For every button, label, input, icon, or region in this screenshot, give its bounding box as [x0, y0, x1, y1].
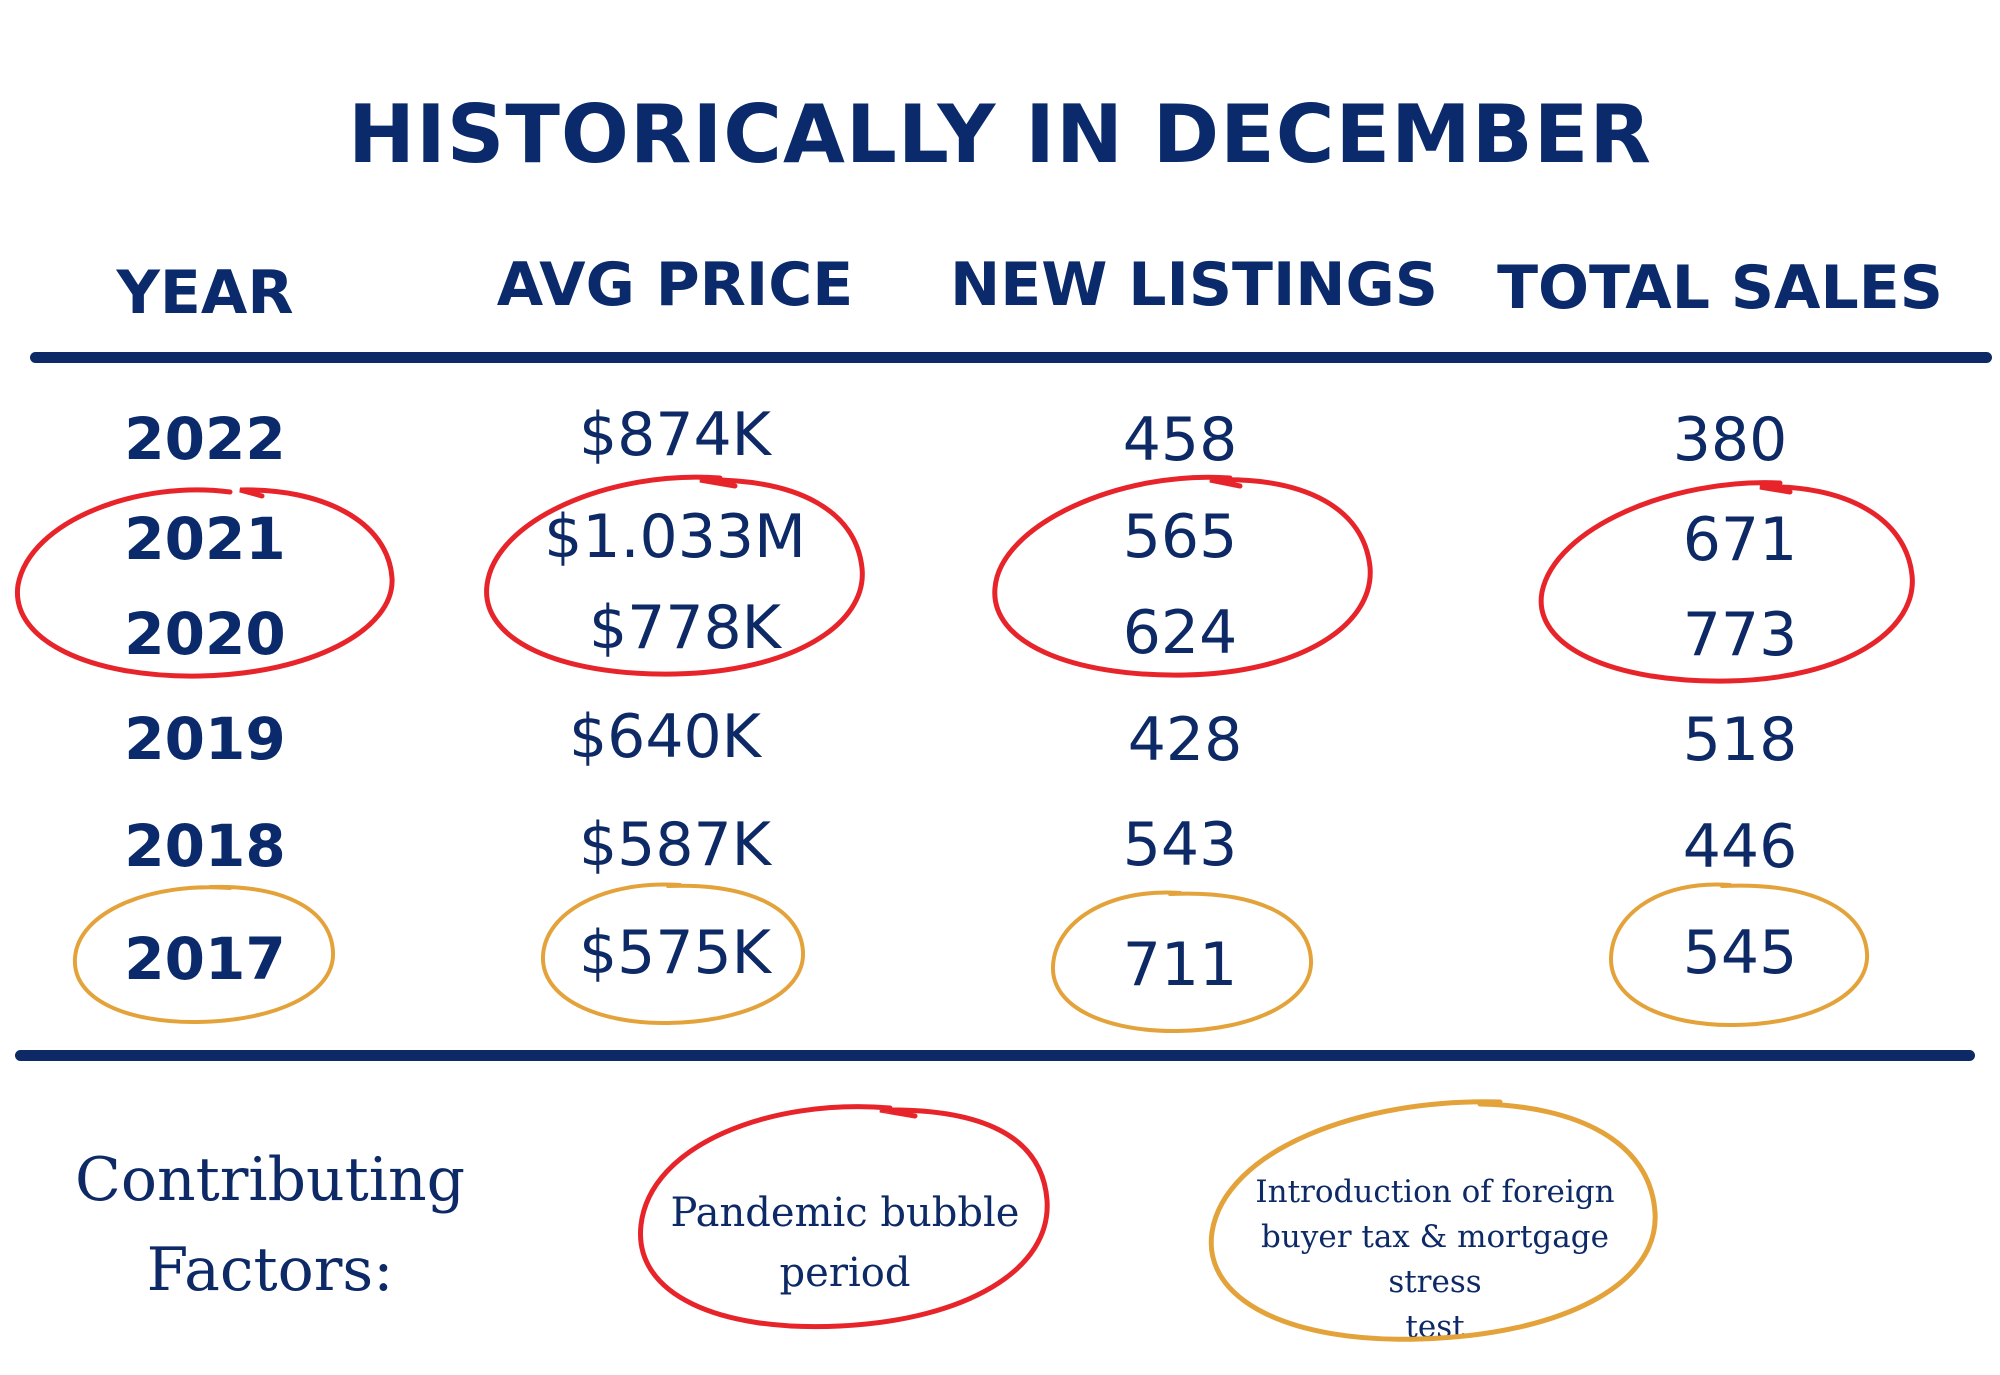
column-header-new-listings: NEW LISTINGS	[950, 250, 1438, 320]
table-cell-total-sales: 446	[1682, 812, 1798, 882]
table-cell-avg-price: $778K	[588, 593, 782, 663]
table-cell-new-listings: 428	[1127, 705, 1243, 775]
contributing-factors-label: Contributing Factors:	[60, 1135, 480, 1315]
table-cell-total-sales: 518	[1682, 705, 1798, 775]
table-cell-year: 2019	[124, 705, 286, 773]
table-cell-new-listings: 458	[1122, 405, 1238, 475]
table-cell-total-sales: 545	[1682, 918, 1798, 988]
foreign-tax-note-line: test	[1405, 1309, 1465, 1345]
foreign-tax-note: Introduction of foreign buyer tax & mort…	[1215, 1170, 1655, 1350]
table-cell-year: 2020	[124, 600, 286, 668]
factors-label-line: Factors:	[146, 1235, 394, 1305]
table-cell-new-listings: 711	[1122, 930, 1238, 1000]
factors-label-line: Contributing	[74, 1145, 466, 1215]
table-cell-total-sales: 773	[1682, 600, 1798, 670]
column-header-avg-price: AVG PRICE	[496, 250, 854, 320]
table-cell-new-listings: 565	[1122, 502, 1238, 572]
table-cell-avg-price: $587K	[578, 810, 772, 880]
table-cell-new-listings: 543	[1122, 810, 1238, 880]
table-cell-avg-price: $1.033M	[544, 502, 806, 572]
table-cell-year: 2018	[124, 812, 286, 880]
foreign-tax-note-line: Introduction of foreign	[1255, 1174, 1615, 1210]
pandemic-note: Pandemic bubble period	[650, 1183, 1040, 1303]
table-cell-year: 2021	[124, 505, 286, 573]
column-header-year: YEAR	[116, 258, 294, 328]
header-divider	[30, 352, 1992, 363]
table-cell-avg-price: $874K	[578, 400, 772, 470]
table-cell-year: 2022	[124, 405, 286, 473]
table-cell-year: 2017	[124, 925, 286, 993]
table-cell-avg-price: $575K	[578, 918, 772, 988]
footer-divider	[15, 1050, 1975, 1061]
table-cell-avg-price: $640K	[568, 702, 762, 772]
table-cell-total-sales: 671	[1682, 505, 1798, 575]
pandemic-note-line: Pandemic bubble	[670, 1190, 1020, 1236]
column-header-total-sales: TOTAL SALES	[1497, 253, 1943, 323]
pandemic-note-line: period	[779, 1250, 911, 1296]
page-title: HISTORICALLY IN DECEMBER	[348, 88, 1652, 181]
table-cell-total-sales: 380	[1672, 405, 1788, 475]
foreign-tax-note-line: buyer tax & mortgage stress	[1261, 1219, 1609, 1300]
table-cell-new-listings: 624	[1122, 598, 1238, 668]
